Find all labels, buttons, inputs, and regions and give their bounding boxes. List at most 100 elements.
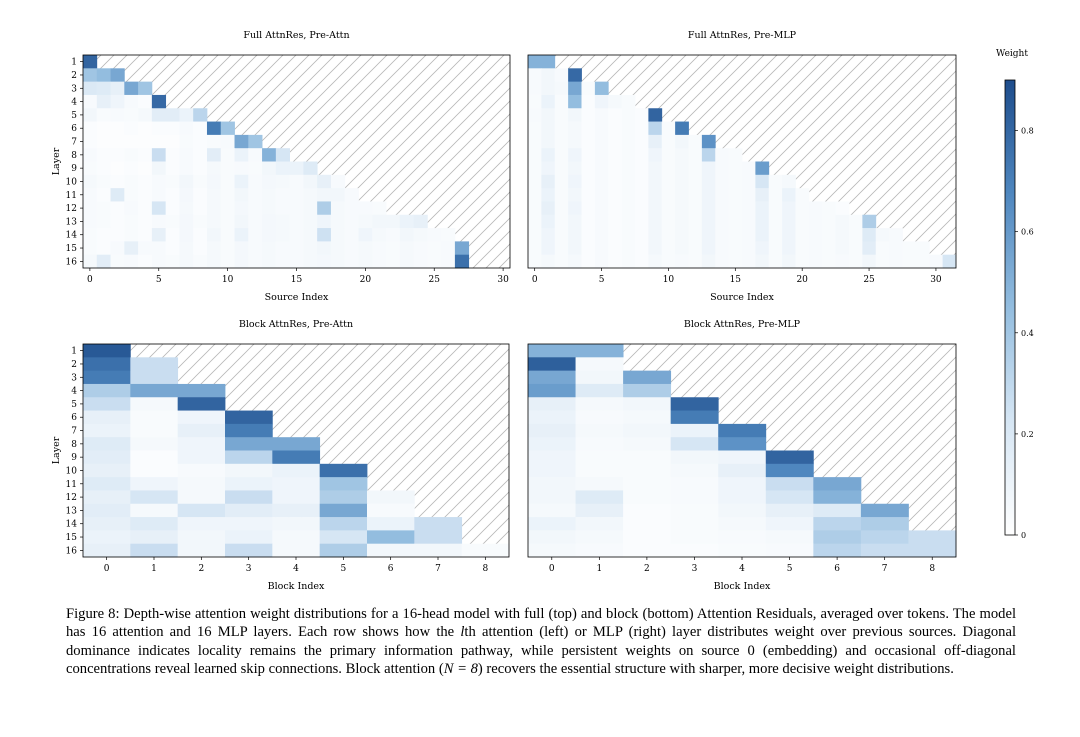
heatmap-cell: [138, 201, 153, 216]
heatmap-cell: [860, 530, 909, 545]
heatmap-cell: [83, 161, 98, 176]
heatmap-cell: [554, 121, 569, 136]
heatmap-cell: [594, 174, 609, 189]
heatmap-cell: [330, 241, 346, 256]
heatmap-cell: [330, 214, 346, 229]
heatmap-cell: [768, 201, 783, 216]
heatmap-cell: [715, 214, 730, 229]
heatmap-cell: [621, 254, 636, 269]
heatmap-cell: [742, 228, 756, 242]
heatmap-cell: [675, 254, 689, 269]
heatmap-cell: [661, 134, 676, 149]
heatmap-cell: [138, 214, 153, 229]
heatmap-cell: [165, 241, 180, 256]
heatmap-cell: [96, 68, 111, 83]
heatmap-cell: [701, 241, 716, 256]
heatmap-cell: [206, 174, 222, 189]
heatmap-cell: [813, 490, 862, 505]
heatmap-cell: [206, 214, 222, 229]
heatmap-cell: [179, 174, 194, 189]
y-tick-label: 6: [71, 124, 77, 134]
x-axis-label: Block Index: [714, 581, 771, 592]
heatmap-cell: [661, 241, 676, 256]
heatmap-cell: [330, 201, 346, 216]
heatmap-cell: [110, 161, 125, 176]
heatmap-cell: [206, 148, 222, 162]
heatmap-cell: [83, 148, 98, 162]
heatmap-cell: [755, 254, 770, 269]
heatmap-cell: [179, 254, 194, 269]
heatmap-cell: [808, 214, 823, 229]
heatmap-cell: [765, 463, 814, 478]
heatmap-cell: [248, 254, 263, 269]
heatmap-cell: [528, 543, 576, 558]
x-tick-label: 6: [834, 564, 840, 574]
heatmap-cell: [675, 148, 689, 162]
heatmap-cell: [742, 188, 756, 202]
heatmap-cell: [822, 241, 837, 256]
heatmap-cell: [193, 214, 208, 229]
heatmap-cell: [165, 188, 180, 202]
heatmap-cell: [528, 463, 576, 478]
heatmap-cell: [179, 148, 194, 162]
heatmap-cell: [225, 490, 273, 505]
heatmap-cell: [728, 214, 743, 229]
heatmap-cell: [317, 214, 332, 229]
y-tick-label: 14: [66, 520, 78, 530]
heatmap-cell: [165, 108, 180, 122]
heatmap-cell: [83, 530, 131, 545]
heatmap-cell: [661, 254, 676, 269]
heatmap-cell: [675, 134, 689, 149]
heatmap-cell: [623, 370, 672, 385]
heatmap-cell: [124, 121, 139, 136]
heatmap-cell: [528, 423, 576, 438]
y-tick-label: 8: [71, 151, 77, 161]
heatmap-cell: [272, 463, 321, 478]
heatmap-cell: [648, 201, 663, 216]
heatmap-cell: [193, 108, 208, 122]
heatmap-cell: [575, 437, 624, 451]
heatmap-cell: [849, 214, 863, 229]
heatmap-cell: [701, 134, 716, 149]
heatmap-cell: [367, 530, 415, 545]
heatmap-cell: [110, 68, 125, 83]
heatmap-cell: [795, 241, 810, 256]
heatmap-cell: [83, 543, 131, 558]
heatmap-cell: [670, 543, 719, 558]
heatmap-cell: [275, 148, 291, 162]
heatmap-cell: [96, 241, 111, 256]
heatmap-cell: [635, 134, 649, 149]
heatmap-cell: [554, 254, 569, 269]
heatmap-cell: [372, 241, 387, 256]
x-tick-label: 7: [882, 564, 888, 574]
heatmap-cell: [715, 241, 730, 256]
heatmap-cell: [220, 161, 235, 176]
figure-caption: Figure 8: Depth-wise attention weight di…: [66, 605, 1016, 679]
heatmap-cell: [765, 517, 814, 531]
heatmap-cell: [635, 174, 649, 189]
heatmap-cell: [248, 228, 263, 242]
heatmap-cell: [568, 81, 582, 96]
heatmap-cell: [875, 241, 890, 256]
heatmap-cell: [661, 148, 676, 162]
heatmap-cell: [124, 241, 139, 256]
heatmap-cell: [688, 201, 703, 216]
heatmap-cell: [594, 241, 609, 256]
y-tick-label: 16: [66, 257, 78, 267]
heatmap-cell: [718, 543, 767, 558]
heatmap-cell: [262, 161, 277, 176]
heatmap-cell: [594, 161, 609, 176]
heatmap-cell: [124, 201, 139, 216]
heatmap-cell: [675, 241, 689, 256]
heatmap-cell: [554, 188, 569, 202]
x-tick-label: 5: [340, 564, 346, 574]
heatmap-cell: [275, 188, 291, 202]
colorbar-label: Weight: [996, 49, 1028, 59]
heatmap-cell: [151, 134, 167, 149]
heatmap-cell: [399, 241, 414, 256]
heatmap-cell: [915, 254, 930, 269]
heatmap-cell: [344, 214, 359, 229]
heatmap-cell: [594, 134, 609, 149]
heatmap-cell: [124, 134, 139, 149]
colorbar-tick-label: 0.8: [1021, 127, 1034, 136]
